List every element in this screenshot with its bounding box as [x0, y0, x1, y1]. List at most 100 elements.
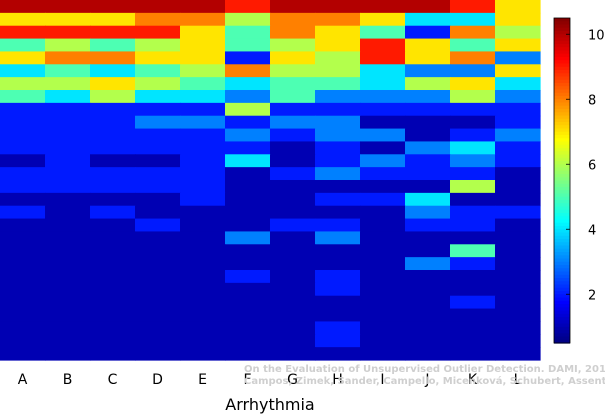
heatmap-cell	[495, 154, 541, 168]
heatmap-cell	[225, 244, 271, 258]
heatmap-cell	[315, 102, 361, 117]
heatmap-cell	[180, 334, 226, 348]
heatmap-cell	[45, 0, 91, 14]
heatmap-cell	[315, 25, 361, 40]
heatmap-cell	[180, 308, 226, 323]
heatmap-cell	[0, 308, 46, 323]
colorbar-segment	[554, 271, 570, 276]
heatmap-cell	[405, 77, 451, 91]
colorbar-segment	[554, 183, 570, 188]
heatmap-cell	[0, 282, 46, 297]
heatmap-cell	[315, 154, 361, 168]
x-tick-label: E	[198, 372, 207, 388]
heatmap-cell	[360, 38, 406, 53]
heatmap-cell	[270, 231, 316, 245]
heatmap-cell	[405, 347, 451, 361]
heatmap-cell	[315, 231, 361, 245]
heatmap-cell	[315, 180, 361, 194]
heatmap-cell	[225, 154, 271, 168]
colorbar-segment	[554, 310, 570, 315]
heatmap-cell	[90, 167, 136, 181]
heatmap-cell	[495, 51, 541, 65]
heatmap-cell	[270, 180, 316, 194]
heatmap-cell	[270, 282, 316, 297]
heatmap-cell	[135, 25, 181, 40]
heatmap-cell	[225, 295, 271, 310]
heatmap-cell	[405, 167, 451, 181]
heatmap-cell	[0, 270, 46, 284]
colorbar-segment	[554, 144, 570, 149]
colorbar-segment	[554, 206, 570, 211]
heatmap-cell	[90, 270, 136, 284]
heatmap-cell	[0, 231, 46, 245]
heatmap-cell	[135, 205, 181, 220]
colorbar-segment	[554, 27, 570, 32]
heatmap-cell	[225, 128, 271, 143]
colorbar-segment	[554, 141, 570, 146]
heatmap-cell	[315, 77, 361, 91]
heatmap-cell	[135, 347, 181, 361]
heatmap-cell	[405, 192, 451, 207]
heatmap-cell	[90, 12, 136, 27]
heatmap-cell	[90, 115, 136, 130]
credit-line-1: On the Evaluation of Unsupervised Outlie…	[244, 364, 605, 375]
colorbar	[553, 17, 571, 344]
colorbar-segment	[554, 245, 570, 250]
heatmap-cell	[270, 128, 316, 143]
heatmap-cell	[225, 270, 271, 284]
x-tick-label: L	[514, 372, 522, 388]
heatmap-cell	[405, 295, 451, 310]
colorbar-segment	[554, 76, 570, 81]
heatmap-cell	[45, 115, 91, 130]
heatmap-cell	[360, 154, 406, 168]
colorbar-segment	[554, 66, 570, 71]
colorbar-segment	[554, 21, 570, 26]
x-tick-label: H	[332, 372, 343, 388]
heatmap-cell	[450, 38, 496, 53]
colorbar-segment	[554, 274, 570, 279]
colorbar-segment	[554, 161, 570, 165]
heatmap-cell	[495, 192, 541, 207]
colorbar-segment	[554, 102, 570, 107]
heatmap-cell	[180, 167, 226, 181]
heatmap-cell	[495, 308, 541, 323]
heatmap-cell	[495, 115, 541, 130]
heatmap-cell	[135, 154, 181, 168]
heatmap-cell	[45, 347, 91, 361]
heatmap-cell	[315, 0, 361, 14]
heatmap-cell	[180, 128, 226, 143]
colorbar-segment	[554, 157, 570, 162]
heatmap-cell	[405, 231, 451, 245]
heatmap-cell	[45, 64, 91, 78]
heatmap-cell	[90, 321, 136, 335]
heatmap-cell	[135, 321, 181, 335]
heatmap-cell	[45, 205, 91, 220]
heatmap-cell	[45, 167, 91, 181]
heatmap-cell	[315, 334, 361, 348]
heatmap-cell	[360, 102, 406, 117]
heatmap-cell	[270, 192, 316, 207]
colorbar-segment	[554, 24, 570, 29]
colorbar-segment	[554, 131, 570, 136]
heatmap-cell	[360, 205, 406, 220]
x-tick-label: A	[18, 372, 28, 388]
heatmap-cell	[450, 128, 496, 143]
heatmap-cell	[495, 90, 541, 104]
heatmap-cell	[270, 257, 316, 271]
colorbar-segment	[554, 261, 570, 266]
heatmap-cell	[135, 218, 181, 233]
heatmap-cell	[360, 192, 406, 207]
heatmap-cell	[45, 321, 91, 335]
heatmap-cell	[495, 347, 541, 361]
heatmap-cell	[450, 321, 496, 335]
colorbar-segment	[554, 242, 570, 247]
heatmap-cell	[90, 192, 136, 207]
colorbar-segment	[554, 40, 570, 45]
colorbar-segment	[554, 112, 570, 117]
heatmap-cell	[405, 244, 451, 258]
heatmap-cell	[45, 90, 91, 104]
heatmap-cell	[495, 141, 541, 155]
heatmap-cell	[45, 282, 91, 297]
colorbar-segment	[554, 284, 570, 289]
colorbar-segment	[554, 167, 570, 172]
